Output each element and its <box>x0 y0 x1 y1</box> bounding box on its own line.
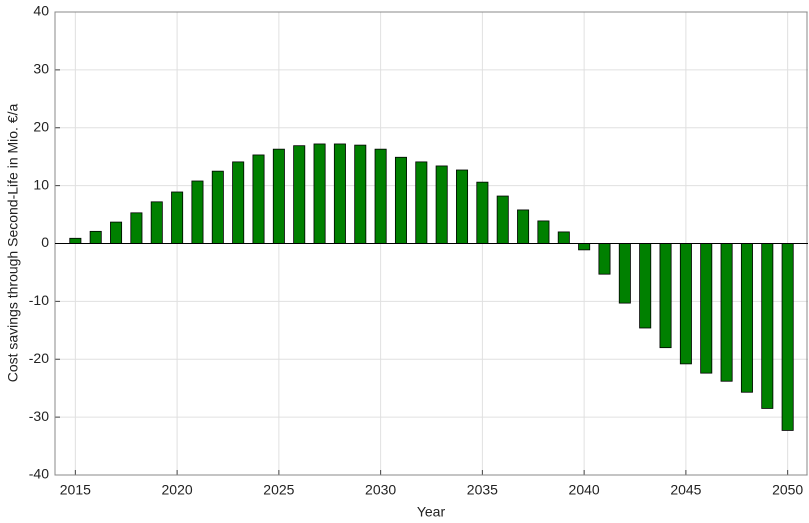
bar <box>537 220 550 244</box>
y-tick-label: 10 <box>33 176 49 192</box>
bar <box>313 143 326 244</box>
bar <box>679 243 692 365</box>
bar <box>740 243 753 393</box>
bar <box>456 169 469 244</box>
x-tick-label: 2030 <box>365 482 396 498</box>
y-tick-label: 30 <box>33 61 49 77</box>
y-tick-label: -20 <box>29 350 49 366</box>
bar <box>578 243 591 251</box>
bar <box>232 161 245 244</box>
y-axis-label: Cost savings through Second-Life in Mio.… <box>5 103 21 382</box>
bar <box>89 230 102 244</box>
bar <box>659 243 672 349</box>
y-tick-label: -30 <box>29 408 49 424</box>
bar <box>374 148 387 244</box>
x-tick-label: 2050 <box>772 482 803 498</box>
bar <box>333 143 346 244</box>
bar <box>394 156 407 244</box>
bar <box>781 243 794 431</box>
bar <box>293 145 306 244</box>
bar <box>130 212 143 244</box>
bar <box>476 181 489 244</box>
bar <box>598 243 611 275</box>
bar <box>150 201 163 244</box>
bar <box>517 209 530 244</box>
bar <box>69 237 82 244</box>
bar <box>110 221 123 244</box>
bar <box>171 191 184 244</box>
y-tick-label: 20 <box>33 118 49 134</box>
x-tick-label: 2045 <box>670 482 701 498</box>
x-axis-label: Year <box>417 504 446 520</box>
bar <box>639 243 652 329</box>
bar <box>618 243 631 304</box>
x-tick-label: 2020 <box>162 482 193 498</box>
bar <box>761 243 774 409</box>
bar <box>272 148 285 244</box>
x-tick-label: 2040 <box>569 482 600 498</box>
x-tick-label: 2015 <box>60 482 91 498</box>
bar <box>700 243 713 374</box>
bar <box>191 180 204 244</box>
bar <box>211 170 224 244</box>
bar <box>415 161 428 244</box>
y-tick-label: -40 <box>29 466 49 482</box>
bar <box>252 154 265 244</box>
y-tick-label: -10 <box>29 292 49 308</box>
x-tick-label: 2035 <box>467 482 498 498</box>
x-tick-label: 2025 <box>263 482 294 498</box>
bar <box>720 243 733 382</box>
y-tick-label: 40 <box>33 3 49 19</box>
bar <box>496 195 509 244</box>
bar <box>354 144 367 244</box>
y-tick-label: 0 <box>41 234 49 250</box>
bar <box>557 231 570 244</box>
bar <box>435 165 448 244</box>
